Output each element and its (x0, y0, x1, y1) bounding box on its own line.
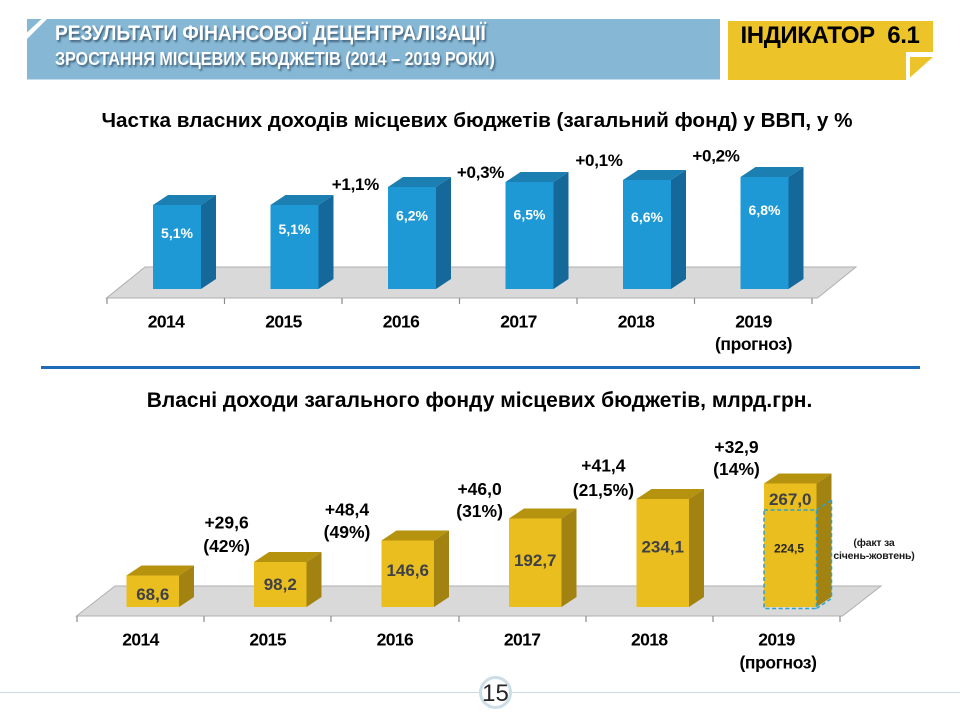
svg-text:6,2%: 6,2% (396, 208, 428, 224)
svg-text:+41,4: +41,4 (581, 456, 626, 476)
svg-text:2018: 2018 (618, 312, 655, 332)
svg-text:224,5: 224,5 (774, 542, 804, 556)
svg-text:(49%): (49%) (324, 522, 371, 542)
svg-text:+0,1%: +0,1% (575, 151, 622, 170)
svg-text:(прогноз): (прогноз) (739, 653, 816, 673)
svg-text:2014: 2014 (122, 630, 159, 650)
svg-text:146,6: 146,6 (386, 561, 429, 580)
svg-text:2017: 2017 (500, 312, 537, 332)
svg-text:2017: 2017 (504, 630, 541, 650)
svg-text:+46,0: +46,0 (457, 479, 502, 499)
svg-text:(31%): (31%) (456, 501, 503, 521)
svg-text:2018: 2018 (631, 630, 668, 650)
svg-text:2015: 2015 (265, 312, 302, 332)
svg-text:+48,4: +48,4 (325, 500, 370, 520)
svg-text:6,5%: 6,5% (514, 207, 546, 223)
svg-text:(прогноз): (прогноз) (715, 334, 792, 354)
svg-text:68,6: 68,6 (136, 585, 169, 604)
svg-text:+0,2%: +0,2% (692, 147, 739, 166)
svg-text:6,8%: 6,8% (749, 202, 781, 218)
svg-text:січень-жовтень): січень-жовтень) (833, 550, 914, 562)
svg-text:2016: 2016 (383, 312, 420, 332)
svg-text:98,2: 98,2 (264, 575, 297, 594)
svg-text:(42%): (42%) (203, 536, 250, 556)
svg-text:2019: 2019 (758, 630, 795, 650)
svg-text:192,7: 192,7 (514, 551, 557, 570)
svg-text:+32,9: +32,9 (714, 437, 759, 457)
svg-text:2019: 2019 (735, 312, 772, 332)
svg-text:2016: 2016 (377, 630, 414, 650)
svg-text:(21,5%): (21,5%) (573, 480, 634, 500)
svg-text:(14%): (14%) (713, 459, 760, 479)
svg-text:5,1%: 5,1% (279, 221, 311, 237)
svg-text:+1,1%: +1,1% (332, 175, 379, 194)
svg-text:(факт за: (факт за (853, 537, 895, 549)
svg-text:6,6%: 6,6% (631, 209, 663, 225)
svg-text:2014: 2014 (148, 312, 185, 332)
svg-text:267,0: 267,0 (769, 490, 812, 509)
svg-text:2015: 2015 (249, 630, 286, 650)
svg-text:234,1: 234,1 (641, 538, 684, 557)
svg-text:+0,3%: +0,3% (457, 163, 504, 182)
svg-text:+29,6: +29,6 (204, 513, 249, 533)
svg-text:5,1%: 5,1% (161, 225, 193, 241)
